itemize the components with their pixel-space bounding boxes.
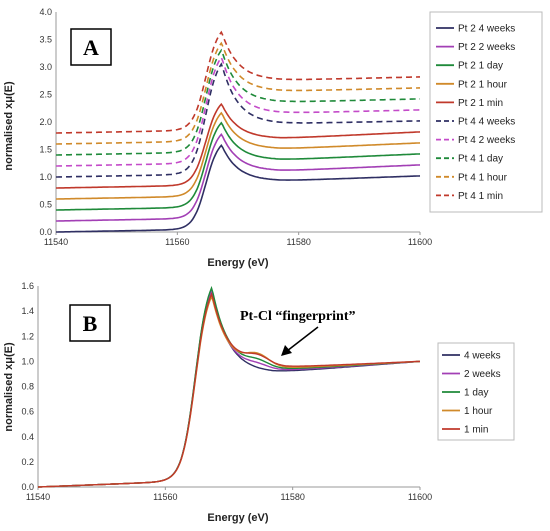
series-line <box>56 133 421 222</box>
panel-a-y-title: normalised xμ(E) <box>3 81 15 171</box>
series-line <box>37 292 420 488</box>
legend-label: 4 weeks <box>464 351 501 362</box>
fingerprint-arrow <box>286 326 319 352</box>
panel-b-series-lines <box>37 285 421 488</box>
panel-a-letter: A <box>83 35 99 60</box>
legend-label: Pt 4 1 day <box>458 154 503 165</box>
series-line <box>56 55 420 167</box>
x-tick-label: 11580 <box>280 492 304 502</box>
y-tick-label: 1.4 <box>21 306 34 316</box>
legend-label: Pt 2 2 weeks <box>458 42 515 53</box>
fingerprint-arrowhead <box>281 345 292 356</box>
y-tick-label: 0.0 <box>21 482 34 492</box>
legend-label: Pt 2 1 min <box>458 98 503 109</box>
x-tick-label: 11560 <box>153 492 177 502</box>
panel-b-chart: 0.00.20.40.60.81.01.21.41.6 11540 11560 11… <box>3 281 515 524</box>
x-tick-label: 11560 <box>165 237 189 247</box>
legend-label: 1 day <box>464 388 488 399</box>
y-tick-label: 2.0 <box>39 117 52 127</box>
legend-label: 2 weeks <box>464 369 501 380</box>
panel-a-x-title: Energy (eV) <box>207 257 268 269</box>
series-line <box>56 111 421 200</box>
panel-b-letter-box <box>69 304 111 342</box>
y-tick-label: 1.0 <box>39 172 52 182</box>
panel-b-legend: 4 weeks 2 weeks 1 day 1 hour 1 min <box>442 351 501 436</box>
y-tick-label: 0.6 <box>21 407 34 417</box>
y-tick-label: 0.8 <box>21 382 34 392</box>
x-tick-label: 11600 <box>408 237 432 247</box>
panel-b-x-title: Energy (eV) <box>207 512 268 524</box>
legend-label: Pt 4 2 weeks <box>458 135 515 146</box>
series-line <box>56 121 421 211</box>
panel-a-series-lines <box>56 30 421 233</box>
y-tick-label: 3.0 <box>39 62 52 72</box>
series-line <box>56 30 420 134</box>
legend-label: Pt 4 1 hour <box>458 172 508 183</box>
y-tick-label: 1.0 <box>21 356 34 366</box>
x-tick-label: 11580 <box>286 237 310 247</box>
panel-b-x-ticks: 11540 11560 11580 11600 <box>26 487 432 502</box>
panel-a-legend-box <box>429 11 543 213</box>
y-tick-label: 3.5 <box>39 35 52 45</box>
legend-label: Pt 2 1 day <box>458 61 503 72</box>
x-tick-label: 11540 <box>44 237 68 247</box>
panel-b-y-ticks: 0.0 0.2 0.4 0.6 0.8 1.0 1.2 1.4 1.6 <box>21 281 34 492</box>
panel-b-y-title: normalised xμ(E) <box>3 342 15 432</box>
series-line <box>56 48 420 156</box>
fingerprint-annotation: Pt-Cl “fingerprint” <box>240 309 355 324</box>
y-tick-label: 0.2 <box>21 457 34 467</box>
legend-label: 1 hour <box>464 406 493 417</box>
y-tick-label: 1.6 <box>21 281 34 291</box>
panel-b-letter: B <box>83 311 98 336</box>
legend-label: Pt 4 4 weeks <box>458 117 515 128</box>
x-tick-label: 11540 <box>26 492 50 502</box>
y-tick-label: 1.2 <box>21 331 34 341</box>
legend-label: Pt 2 4 weeks <box>458 24 515 35</box>
series-line <box>56 144 421 233</box>
y-tick-label: 4.0 <box>39 7 52 17</box>
y-tick-label: 0.4 <box>21 432 34 442</box>
series-line <box>56 102 421 189</box>
y-tick-label: 0.0 <box>39 227 52 237</box>
panel-a-legend: Pt 2 4 weeks Pt 2 2 weeks Pt 2 1 day Pt 2 1… <box>436 24 515 202</box>
y-tick-label: 0.5 <box>39 200 52 210</box>
panel-a-letter-box <box>70 28 112 66</box>
legend-label: Pt 4 1 min <box>458 191 503 202</box>
y-tick-label: 2.5 <box>39 90 52 100</box>
panel-a-x-ticks: 11540 11560 11580 11600 <box>44 232 432 247</box>
y-tick-label: 1.5 <box>39 145 52 155</box>
x-tick-label: 11600 <box>408 492 432 502</box>
series-line <box>56 41 420 145</box>
legend-label: Pt 2 1 hour <box>458 79 508 90</box>
panel-a-y-ticks: 0.0 0.5 1.0 1.5 2.0 2.5 3.0 3.5 4.0 <box>39 7 52 237</box>
panel-a-chart: 0.00.51.01.52.02.53.03.54.0 11540 11560 11… <box>3 7 543 269</box>
series-line <box>56 62 420 178</box>
legend-label: 1 min <box>464 425 488 436</box>
